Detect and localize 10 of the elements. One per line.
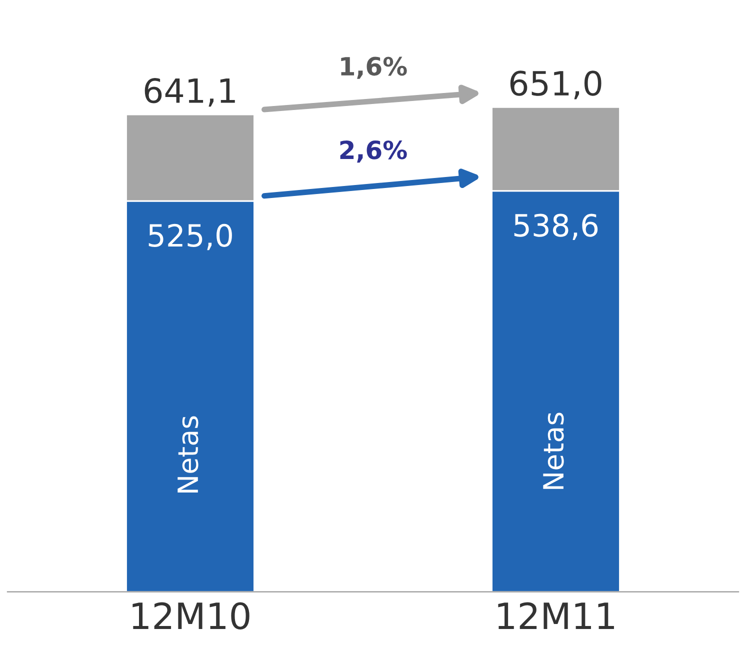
total-label: 651,0 bbox=[510, 70, 602, 100]
data-label: 525,0 bbox=[148, 224, 232, 250]
text: 1,6% bbox=[341, 56, 407, 79]
x-tick-label: 12M11 bbox=[498, 602, 614, 630]
x-tick-label: 12M10 bbox=[132, 602, 250, 630]
series-label: Netas bbox=[543, 412, 564, 489]
annotation: 2,6% bbox=[340, 140, 407, 163]
data-label: 538,6 bbox=[514, 214, 598, 240]
total-label: 641,1 bbox=[144, 78, 235, 107]
text: Netas bbox=[178, 416, 198, 492]
